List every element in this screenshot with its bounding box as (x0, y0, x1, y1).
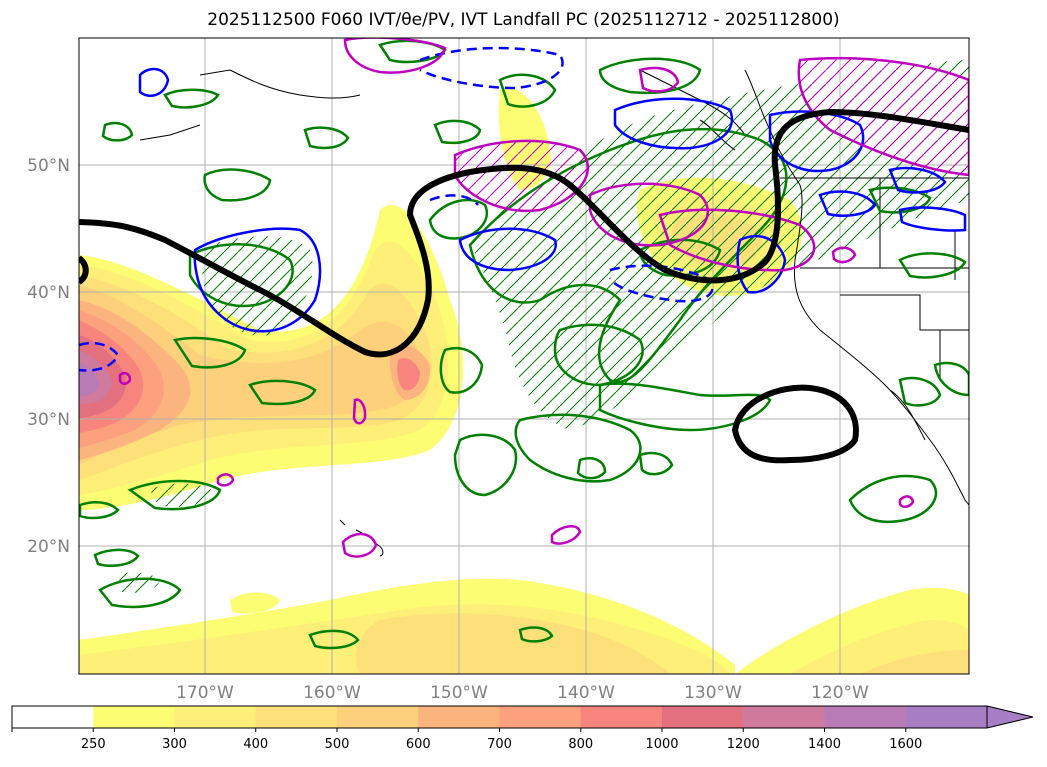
coastlines (139, 69, 969, 557)
colorbar-tick-label: 800 (568, 737, 593, 752)
colorbar-segment (743, 706, 825, 728)
colorbar-segment (662, 706, 744, 728)
lon-label-130w: 130°W (684, 683, 742, 703)
colorbar-segment (174, 706, 257, 728)
colorbar-segment (580, 706, 663, 728)
colorbar-segment (12, 706, 94, 728)
colorbar-tick-label: 1000 (645, 737, 678, 752)
green-contours (79, 39, 969, 650)
lon-label-160w: 160°W (303, 683, 361, 703)
colorbar-segment (905, 706, 988, 728)
colorbar-tick-label: 400 (243, 737, 268, 752)
colorbar-tick-label: 300 (162, 737, 187, 752)
map-content (79, 38, 969, 674)
lat-label-40n: 40°N (27, 283, 70, 303)
colorbar-tick-label: 1400 (808, 737, 841, 752)
lon-label-170w: 170°W (176, 683, 234, 703)
lat-label-30n: 30°N (27, 410, 70, 430)
colorbar-tick-label: 1200 (727, 737, 760, 752)
theta-e-contours (79, 108, 969, 464)
colorbar-tick-label: 1600 (889, 737, 922, 752)
colorbar-segment (337, 706, 419, 728)
lat-label-20n: 20°N (27, 537, 70, 557)
lon-label-140w: 140°W (557, 683, 615, 703)
colorbar-tick-label: 600 (406, 737, 431, 752)
colorbar-segment (93, 706, 175, 728)
lon-label-150w: 150°W (430, 683, 488, 703)
blue-contours (138, 67, 967, 333)
colorbar-segment (255, 706, 338, 728)
blue-dashed-contours (79, 46, 714, 372)
magenta-contours (118, 38, 969, 558)
colorbar-tick-label: 250 (81, 737, 106, 752)
map-frame (78, 37, 970, 675)
colorbar-segment (824, 706, 907, 728)
colorbar-segment (418, 706, 500, 728)
colorbar-tick-label: 700 (487, 737, 512, 752)
colorbar-tick-label: 500 (325, 737, 350, 752)
colorbar: 250 300 400 500 600 700 800 1000 1200 1400 1600 (11, 705, 1034, 752)
lon-label-120w: 120°W (811, 683, 869, 703)
lat-label-50n: 50°N (27, 156, 70, 176)
colorbar-segment (499, 706, 582, 728)
map-title: 2025112500 F060 IVT/θe/PV, IVT Landfall … (207, 10, 840, 30)
colorbar-extend-arrow (986, 705, 1034, 729)
